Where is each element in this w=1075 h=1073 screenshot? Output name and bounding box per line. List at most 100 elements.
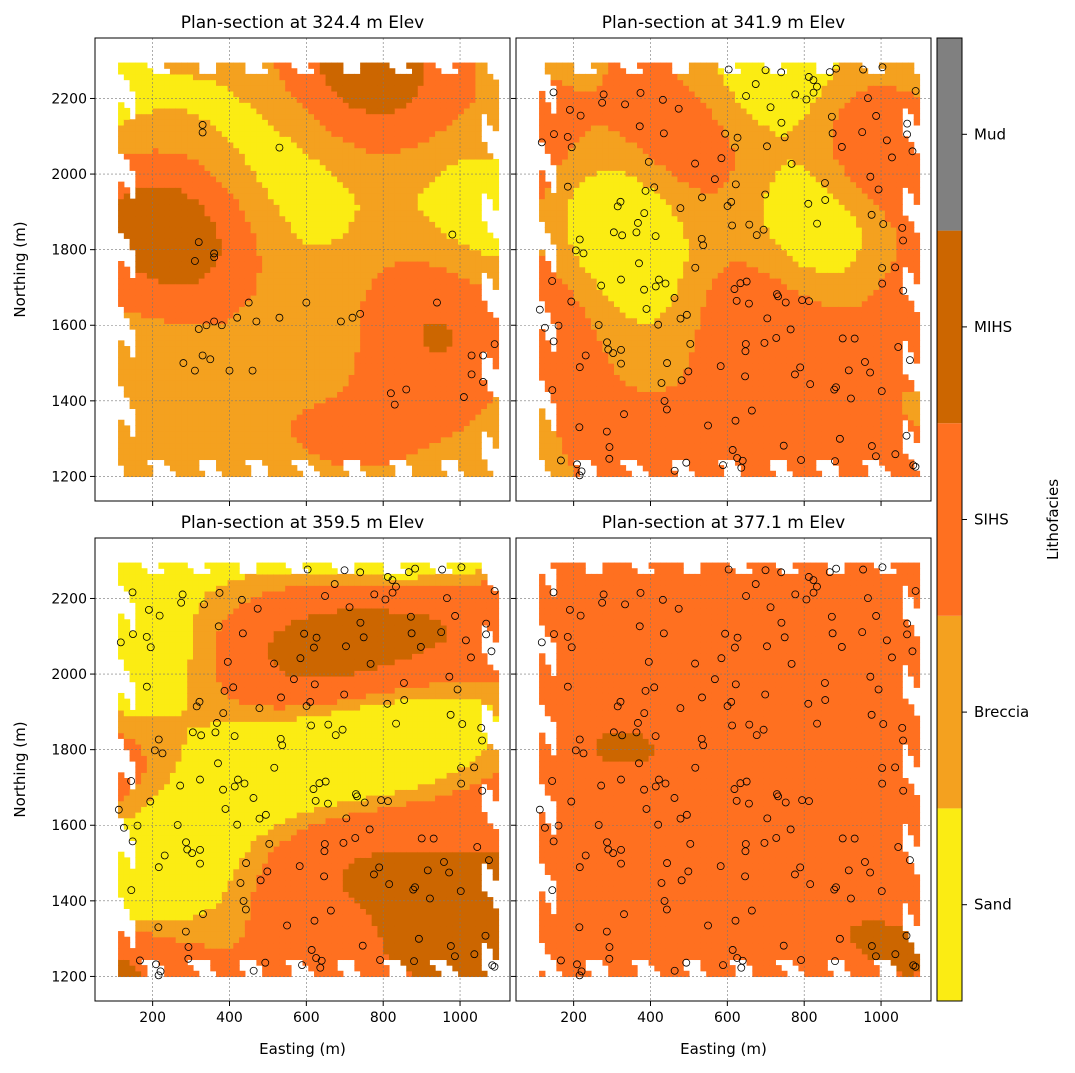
facies-cell (395, 170, 401, 176)
facies-cell (331, 244, 337, 250)
facies-cell (297, 408, 303, 414)
facies-cell (349, 272, 355, 278)
facies-cell (349, 102, 355, 108)
facies-cell (429, 357, 435, 363)
facies-cell (193, 80, 199, 86)
facies-cell (360, 403, 366, 409)
facies-cell (303, 182, 309, 188)
facies-cell (337, 471, 343, 477)
facies-cell (141, 102, 147, 108)
facies-cell (395, 442, 401, 448)
facies-cell (303, 357, 309, 363)
facies-cell (418, 74, 424, 80)
facies-cell (274, 454, 280, 460)
facies-cell (233, 437, 239, 443)
facies-cell (130, 233, 136, 239)
facies-cell (285, 380, 291, 386)
facies-cell (187, 187, 193, 193)
facies-cell (406, 391, 412, 397)
facies-cell (285, 159, 291, 165)
facies-cell (447, 176, 453, 182)
facies-cell (256, 380, 262, 386)
facies-cell (458, 114, 464, 120)
facies-cell (216, 148, 222, 154)
facies-cell (395, 295, 401, 301)
facies-cell (274, 403, 280, 409)
facies-cell (222, 335, 228, 341)
facies-cell (147, 363, 153, 369)
facies-cell (326, 91, 332, 97)
facies-cell (424, 238, 430, 244)
facies-cell (551, 363, 557, 369)
facies-cell (228, 414, 234, 420)
facies-cell (337, 403, 343, 409)
facies-cell (262, 63, 268, 69)
facies-cell (124, 221, 130, 227)
facies-cell (153, 233, 159, 239)
facies-cell (239, 306, 245, 312)
facies-cell (262, 74, 268, 80)
facies-cell (228, 68, 234, 74)
facies-cell (545, 346, 551, 352)
facies-cell (458, 454, 464, 460)
facies-cell (475, 278, 481, 284)
facies-cell (395, 108, 401, 114)
facies-cell (429, 204, 435, 210)
facies-cell (539, 278, 545, 284)
facies-cell (320, 386, 326, 392)
facies-cell (366, 391, 372, 397)
facies-cell (233, 448, 239, 454)
facies-cell (176, 97, 182, 103)
facies-cell (164, 352, 170, 358)
facies-cell (475, 108, 481, 114)
facies-cell (406, 244, 412, 250)
facies-cell (303, 431, 309, 437)
facies-cell (320, 357, 326, 363)
facies-cell (130, 459, 136, 465)
facies-cell (135, 119, 141, 125)
facies-cell (539, 352, 545, 358)
facies-cell (556, 431, 562, 437)
facies-cell (556, 420, 562, 426)
facies-cell (308, 420, 314, 426)
facies-cell (556, 403, 562, 409)
facies-cell (493, 431, 499, 437)
facies-cell (262, 323, 268, 329)
facies-cell (239, 148, 245, 154)
facies-cell (568, 221, 574, 227)
facies-cell (418, 193, 424, 199)
facies-cell (268, 159, 274, 165)
facies-cell (568, 97, 574, 103)
facies-cell (303, 74, 309, 80)
facies-cell (326, 85, 332, 91)
facies-cell (366, 323, 372, 329)
facies-cell (320, 153, 326, 159)
facies-cell (545, 187, 551, 193)
facies-cell (366, 221, 372, 227)
facies-cell (372, 448, 378, 454)
facies-cell (395, 408, 401, 414)
facies-cell (314, 442, 320, 448)
facies-cell (349, 159, 355, 165)
facies-cell (147, 210, 153, 216)
facies-cell (274, 380, 280, 386)
facies-cell (216, 312, 222, 318)
facies-cell (130, 74, 136, 80)
facies-cell (147, 431, 153, 437)
facies-cell (176, 295, 182, 301)
facies-cell (337, 216, 343, 222)
facies-cell (337, 244, 343, 250)
facies-cell (308, 335, 314, 341)
facies-cell (568, 465, 574, 471)
facies-cell (193, 301, 199, 307)
facies-cell (429, 221, 435, 227)
facies-cell (383, 431, 389, 437)
facies-cell (360, 204, 366, 210)
facies-cell (406, 108, 412, 114)
facies-cell (147, 386, 153, 392)
facies-cell (297, 176, 303, 182)
facies-cell (285, 465, 291, 471)
facies-cell (354, 318, 360, 324)
facies-cell (452, 142, 458, 148)
facies-cell (262, 97, 268, 103)
